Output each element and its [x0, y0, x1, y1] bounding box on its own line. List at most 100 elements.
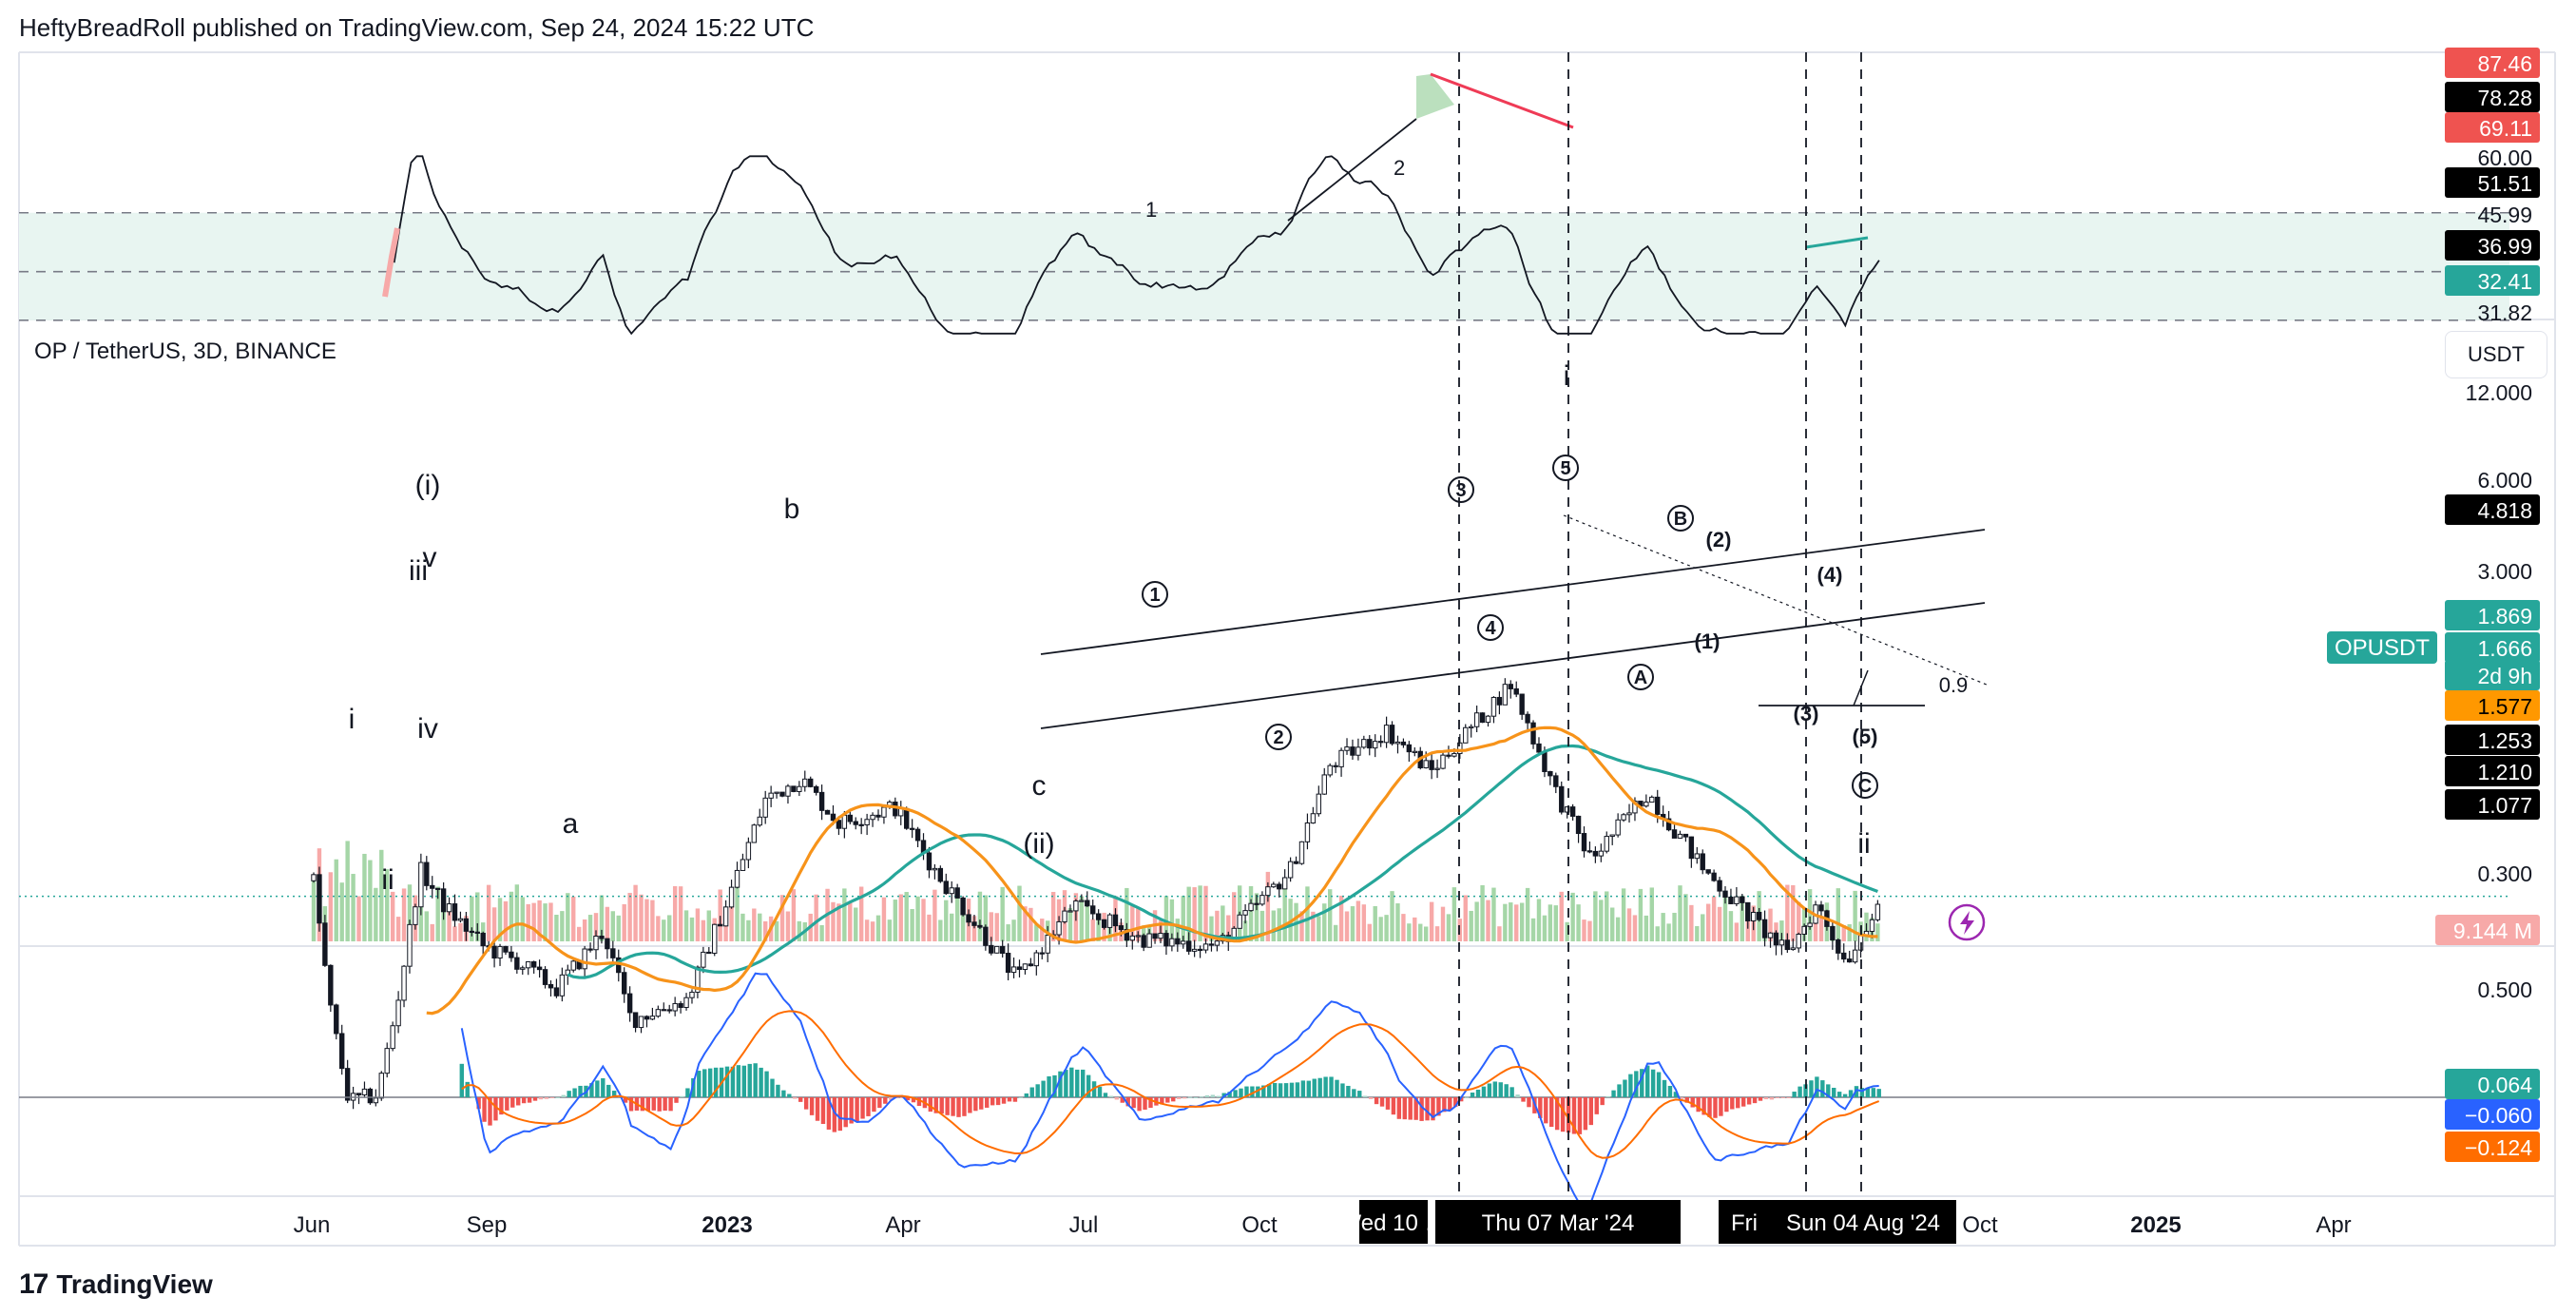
volume-bar [587, 915, 593, 941]
candle-up [1067, 910, 1073, 913]
price-axis-label: 12.000 [2466, 380, 2532, 405]
candle-up [373, 1097, 379, 1104]
rsi-bearish-divergence [1430, 72, 1574, 129]
volume-bar [1705, 903, 1711, 941]
candle-up [1321, 774, 1327, 795]
candle-down [1818, 904, 1824, 912]
volume-bar [1678, 885, 1682, 941]
candle-up [1473, 712, 1480, 727]
macd-histogram-bar [1312, 1078, 1317, 1097]
candle-down [830, 813, 836, 822]
macd-histogram-bar [1143, 1097, 1147, 1110]
volume-bar [435, 886, 440, 941]
candle-up [1158, 933, 1163, 939]
macd-histogram-bar [1815, 1076, 1819, 1097]
macd-histogram-bar [544, 1097, 549, 1099]
time-tag-text: Fri [1731, 1210, 1758, 1236]
volume-bar [854, 907, 858, 941]
volume-bar [593, 913, 599, 941]
candle-up [994, 945, 1000, 954]
candle-up [1361, 739, 1367, 748]
candle-up [751, 824, 758, 843]
volume-bar [1186, 886, 1191, 941]
time-axis-label: Apr [885, 1212, 920, 1238]
macd-histogram-bar [837, 1097, 842, 1132]
macd-histogram-bar [1611, 1090, 1616, 1097]
candle-down [1090, 905, 1096, 915]
candle-down [503, 945, 509, 953]
volume-bar [858, 886, 864, 941]
candle-up [768, 792, 774, 799]
volume-bar [1632, 915, 1638, 941]
macd-histogram-bar [505, 1097, 509, 1111]
volume-bar [1265, 871, 1271, 941]
macd-histogram-bar [1193, 1096, 1199, 1098]
candle-up [734, 869, 740, 888]
volume-bar [627, 893, 632, 941]
volume-bar [1722, 897, 1728, 941]
candle-down [514, 957, 520, 970]
macd-histogram-bar [1216, 1095, 1221, 1097]
volume-bar [390, 891, 395, 941]
candle-up [1677, 833, 1683, 839]
macd-histogram-bar [1481, 1086, 1487, 1097]
macd-histogram-bar [1617, 1084, 1622, 1097]
volume-bar [1605, 891, 1609, 941]
volume-bar [1181, 896, 1185, 941]
macd-histogram-bar [680, 1095, 684, 1097]
macd-value-tag-bg [2445, 1132, 2540, 1162]
macd-histogram-bar [1527, 1097, 1531, 1108]
volume-bar [1717, 906, 1722, 941]
tradingview-logo[interactable]: 17 TradingView [19, 1268, 213, 1301]
macd-histogram-bar [1182, 1097, 1187, 1099]
volume-bar [1333, 924, 1338, 941]
candle-down [954, 887, 960, 899]
macd-histogram-bar [589, 1083, 594, 1097]
macd-histogram-bar [1842, 1093, 1848, 1097]
volume-bar [831, 901, 836, 941]
macd-histogram-bar [1103, 1093, 1108, 1097]
candle-up [1062, 910, 1067, 922]
volume-bar [1542, 915, 1548, 941]
price-value-tag-bg [2445, 632, 2540, 663]
macd-histogram-bar [860, 1097, 865, 1119]
candle-up [1327, 764, 1333, 776]
macd-axis-label: 0.500 [2477, 977, 2532, 1002]
macd-histogram-bar [549, 1097, 555, 1098]
volume-bar [1599, 900, 1604, 941]
currency-button[interactable]: USDT [2445, 331, 2547, 378]
macd-histogram-bar [1396, 1097, 1402, 1119]
macd-histogram-bar [482, 1097, 487, 1122]
volume-bar [1254, 893, 1259, 941]
macd-histogram-bar [623, 1097, 628, 1103]
circled-wave-label: 1 [1142, 581, 1168, 608]
macd-histogram-bar [1769, 1097, 1775, 1100]
volume-bar [395, 917, 401, 941]
candle-up [407, 923, 413, 967]
candle-down [836, 820, 842, 829]
macd-histogram-bar [1786, 1097, 1791, 1098]
paren-wave-label: (3) [1794, 702, 1819, 726]
volume-bar [650, 900, 655, 941]
volume-bar [1079, 896, 1085, 941]
candle-down [626, 993, 633, 1014]
candle-down [542, 969, 548, 985]
macd-histogram-bar [572, 1088, 577, 1097]
time-tag-bg [1719, 1200, 1770, 1244]
macd-histogram-bar [1097, 1086, 1103, 1097]
volume-bar [1423, 926, 1429, 941]
macd-histogram-bar [781, 1090, 786, 1097]
volume-bar [503, 900, 509, 941]
macd-histogram-bar [1160, 1097, 1164, 1105]
volume-bar [779, 895, 785, 941]
volume-bar [1576, 904, 1581, 941]
candle-up [384, 1048, 390, 1074]
candle-down [1548, 770, 1553, 777]
price-value-tag-bg [2445, 756, 2540, 786]
volume-bar [797, 920, 802, 941]
candle-down [632, 1012, 639, 1029]
rsi-value-tag-bg [2445, 167, 2540, 198]
macd-histogram-bar [995, 1097, 1001, 1106]
time-tag-text: Sun 04 Aug '24 [1786, 1210, 1940, 1236]
candle-up [1259, 895, 1265, 905]
